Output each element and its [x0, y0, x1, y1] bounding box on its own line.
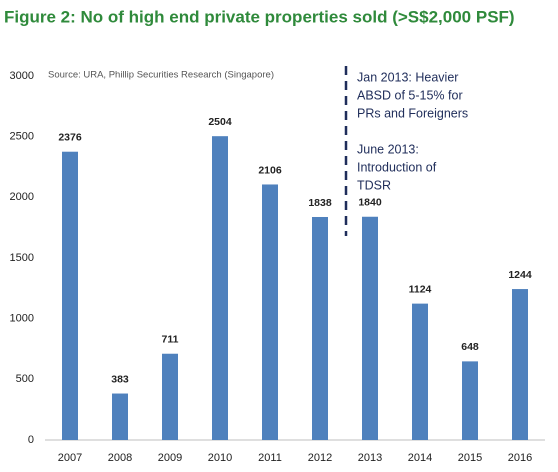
- y-tick-label: 500: [16, 373, 34, 385]
- x-tick-label: 2008: [108, 452, 132, 464]
- annotation-text: TDSR: [357, 178, 391, 192]
- bar: [212, 136, 228, 440]
- y-tick-label: 1000: [10, 313, 34, 325]
- value-label: 383: [111, 373, 129, 385]
- x-tick-label: 2013: [358, 452, 382, 464]
- value-label: 2376: [58, 131, 82, 143]
- x-tick-label: 2009: [158, 452, 182, 464]
- x-tick-label: 2014: [408, 452, 432, 464]
- y-tick-label: 0: [28, 434, 34, 446]
- source-note: Source: URA, Phillip Securities Research…: [48, 70, 274, 81]
- y-tick-label: 2000: [10, 191, 34, 203]
- x-tick-label: 2012: [308, 452, 332, 464]
- x-tick-label: 2007: [58, 452, 82, 464]
- x-tick-label: 2010: [208, 452, 232, 464]
- value-label: 1244: [508, 269, 532, 281]
- bar: [512, 289, 528, 440]
- x-tick-label: 2015: [458, 452, 482, 464]
- y-tick-label: 2500: [10, 131, 34, 143]
- annotation-text: Introduction of: [357, 160, 437, 174]
- chart-title: Figure 2: No of high end private propert…: [4, 7, 515, 26]
- bar: [312, 216, 328, 440]
- annotation-text: Jan 2013: Heavier: [357, 70, 458, 84]
- value-label: 1124: [409, 283, 432, 295]
- annotation-text: ABSD of 5-15% for: [357, 88, 463, 102]
- value-label: 711: [162, 334, 179, 346]
- annotation-text: PRs and Foreigners: [357, 106, 468, 120]
- bar: [162, 353, 178, 440]
- value-label: 2504: [208, 116, 232, 128]
- bar: [412, 303, 428, 440]
- bar: [62, 151, 78, 440]
- annotation-text: June 2013:: [357, 142, 419, 156]
- value-label: 648: [461, 341, 479, 353]
- value-label: 2106: [258, 164, 282, 176]
- x-tick-label: 2016: [508, 452, 532, 464]
- value-label: 1840: [358, 197, 382, 209]
- value-label: 1838: [308, 197, 332, 209]
- bar: [112, 393, 128, 440]
- bar: [262, 184, 278, 440]
- bar: [362, 216, 378, 440]
- y-tick-label: 1500: [10, 252, 34, 264]
- x-tick-label: 2011: [258, 452, 282, 464]
- y-tick-label: 3000: [10, 70, 34, 82]
- bar: [462, 361, 478, 440]
